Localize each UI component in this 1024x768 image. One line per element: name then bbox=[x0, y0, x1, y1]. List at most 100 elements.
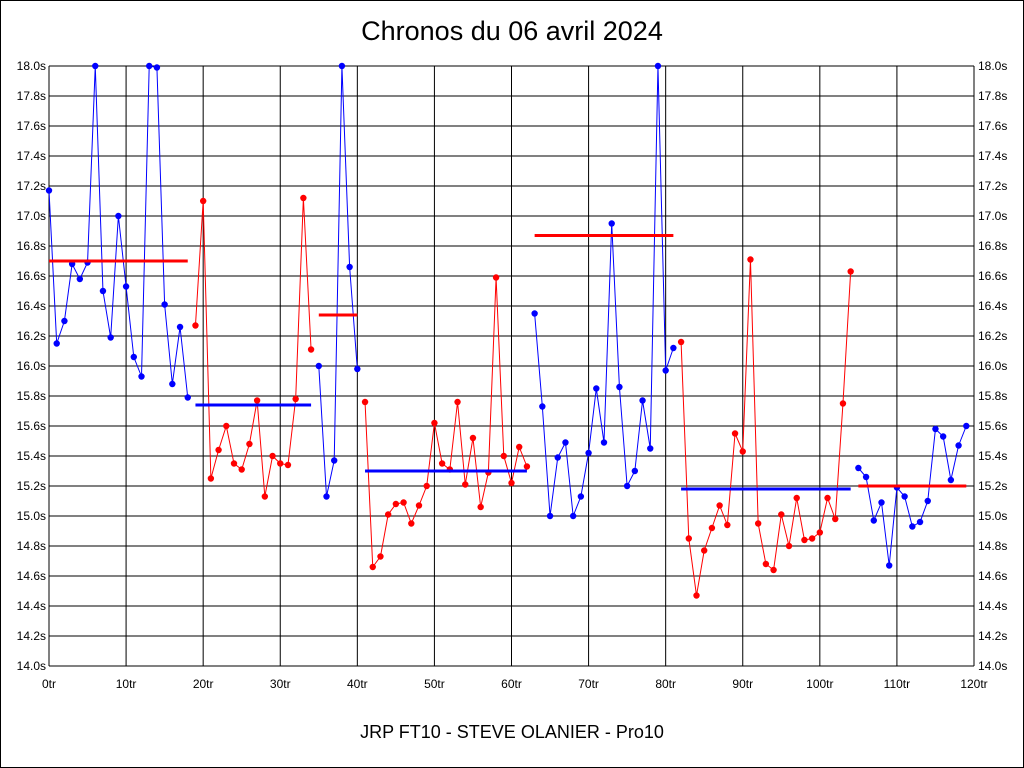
y-tick-label-left: 16.0s bbox=[17, 359, 46, 373]
data-point bbox=[909, 523, 916, 530]
x-tick-label: 80tr bbox=[655, 677, 676, 691]
data-point bbox=[454, 398, 461, 406]
data-point bbox=[477, 503, 484, 511]
data-point bbox=[45, 187, 53, 194]
x-tick-label: 70tr bbox=[578, 677, 599, 691]
data-point bbox=[801, 536, 808, 544]
y-tick-label-right: 17.8s bbox=[978, 89, 1007, 103]
data-point bbox=[277, 460, 284, 467]
data-point bbox=[292, 395, 299, 403]
y-tick-label-right: 15.0s bbox=[978, 509, 1007, 523]
data-point bbox=[331, 457, 338, 464]
data-point bbox=[546, 512, 554, 520]
x-tick-label: 90tr bbox=[732, 677, 753, 691]
y-tick-label-left: 16.4s bbox=[17, 299, 46, 313]
data-point bbox=[438, 460, 446, 467]
data-point bbox=[323, 493, 330, 500]
data-point bbox=[130, 353, 137, 361]
data-point bbox=[839, 400, 847, 407]
y-tick-label-left: 15.4s bbox=[17, 449, 46, 463]
data-point bbox=[153, 64, 161, 71]
data-point bbox=[238, 466, 245, 473]
y-tick-label-left: 15.0s bbox=[17, 509, 46, 523]
data-point bbox=[523, 463, 531, 470]
y-tick-label-left: 17.0s bbox=[17, 209, 46, 223]
data-point bbox=[531, 310, 538, 317]
data-point bbox=[569, 512, 577, 520]
y-tick-label-right: 15.8s bbox=[978, 389, 1007, 403]
data-point bbox=[500, 452, 507, 460]
data-point bbox=[431, 419, 438, 427]
data-point bbox=[122, 283, 130, 290]
data-point bbox=[939, 433, 947, 440]
y-tick-label-left: 16.8s bbox=[17, 239, 46, 253]
y-tick-label-right: 17.6s bbox=[978, 119, 1007, 133]
data-point bbox=[269, 452, 276, 460]
data-point bbox=[539, 403, 546, 410]
y-tick-label-right: 17.2s bbox=[978, 179, 1007, 193]
data-point bbox=[832, 515, 839, 523]
data-point bbox=[762, 560, 770, 568]
data-point bbox=[61, 317, 68, 325]
data-point bbox=[392, 500, 400, 508]
data-point bbox=[554, 454, 561, 461]
data-point bbox=[469, 434, 477, 442]
data-point bbox=[146, 62, 153, 70]
series-line-3 bbox=[318, 65, 358, 497]
y-tick-label-left: 14.6s bbox=[17, 569, 46, 583]
data-point bbox=[207, 475, 215, 482]
data-point bbox=[778, 511, 785, 518]
x-tick-label: 60tr bbox=[501, 677, 522, 691]
data-point bbox=[169, 380, 176, 388]
y-tick-label-right: 14.0s bbox=[978, 659, 1007, 673]
data-point bbox=[616, 383, 623, 391]
data-point bbox=[593, 385, 600, 392]
data-point bbox=[423, 482, 430, 490]
y-tick-label-right: 17.0s bbox=[978, 209, 1007, 223]
data-point bbox=[315, 362, 322, 370]
x-tick-label: 100tr bbox=[806, 677, 833, 691]
data-point bbox=[623, 482, 631, 490]
series-line-2 bbox=[194, 197, 312, 497]
data-point bbox=[685, 535, 692, 542]
data-point bbox=[901, 493, 908, 500]
y-tick-label-right: 14.4s bbox=[978, 599, 1007, 613]
data-point bbox=[107, 334, 114, 341]
chart-footer: JRP FT10 - STEVE OLANIER - Pro10 bbox=[360, 722, 664, 742]
y-tick-label-left: 14.4s bbox=[17, 599, 46, 613]
y-tick-label-right: 16.8s bbox=[978, 239, 1007, 253]
y-tick-label-right: 16.2s bbox=[978, 329, 1007, 343]
data-point bbox=[384, 511, 392, 518]
x-tick-label: 40tr bbox=[347, 677, 368, 691]
data-point bbox=[492, 274, 500, 281]
data-point bbox=[701, 547, 708, 554]
data-point bbox=[253, 397, 261, 404]
data-point bbox=[354, 365, 361, 373]
x-tick-label: 0tr bbox=[42, 677, 56, 691]
y-tick-label-right: 16.4s bbox=[978, 299, 1007, 313]
series-line-6 bbox=[680, 259, 852, 596]
y-tick-label-left: 15.6s bbox=[17, 419, 46, 433]
y-tick-label-right: 15.6s bbox=[978, 419, 1007, 433]
data-point bbox=[631, 467, 639, 475]
y-tick-label-left: 18.0s bbox=[17, 59, 46, 73]
data-point bbox=[847, 268, 854, 275]
y-tick-label-left: 15.8s bbox=[17, 389, 46, 403]
data-point bbox=[577, 493, 585, 500]
data-point bbox=[516, 443, 523, 451]
data-point bbox=[870, 517, 877, 524]
data-point bbox=[693, 592, 700, 599]
data-point bbox=[307, 346, 315, 353]
data-point bbox=[754, 520, 762, 527]
x-tick-label: 10tr bbox=[116, 677, 137, 691]
data-point bbox=[677, 338, 685, 346]
y-tick-label-right: 17.4s bbox=[978, 149, 1007, 163]
data-point bbox=[161, 301, 168, 308]
data-point bbox=[562, 439, 569, 446]
data-point bbox=[947, 476, 955, 484]
data-point bbox=[647, 445, 654, 452]
data-point bbox=[785, 542, 793, 550]
data-point bbox=[462, 481, 469, 488]
data-point bbox=[862, 473, 870, 481]
y-tick-label-right: 16.6s bbox=[978, 269, 1007, 283]
